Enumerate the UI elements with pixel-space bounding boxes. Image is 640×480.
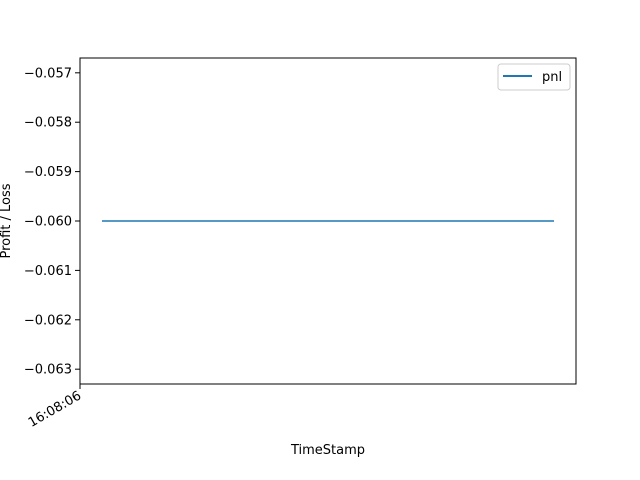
y-tick-label: −0.061 [24,264,72,279]
legend: pnl [497,63,571,91]
y-tick-label: −0.059 [24,165,72,180]
legend-box [497,63,571,91]
plot-frame [79,57,577,385]
x-axis-label: TimeStamp [290,443,365,458]
y-tick-label: −0.057 [24,66,72,81]
y-tick-label: −0.062 [24,313,72,328]
legend-label-pnl: pnl [542,70,562,85]
y-tick-label: −0.060 [24,215,72,230]
y-axis-ticks: −0.057 −0.058 −0.059 −0.060 −0.061 −0.062 −0.0… [24,66,80,378]
y-tick-label: −0.058 [24,116,72,131]
y-axis-label: Profit / Loss [0,183,14,258]
y-tick-label: −0.063 [24,363,72,378]
